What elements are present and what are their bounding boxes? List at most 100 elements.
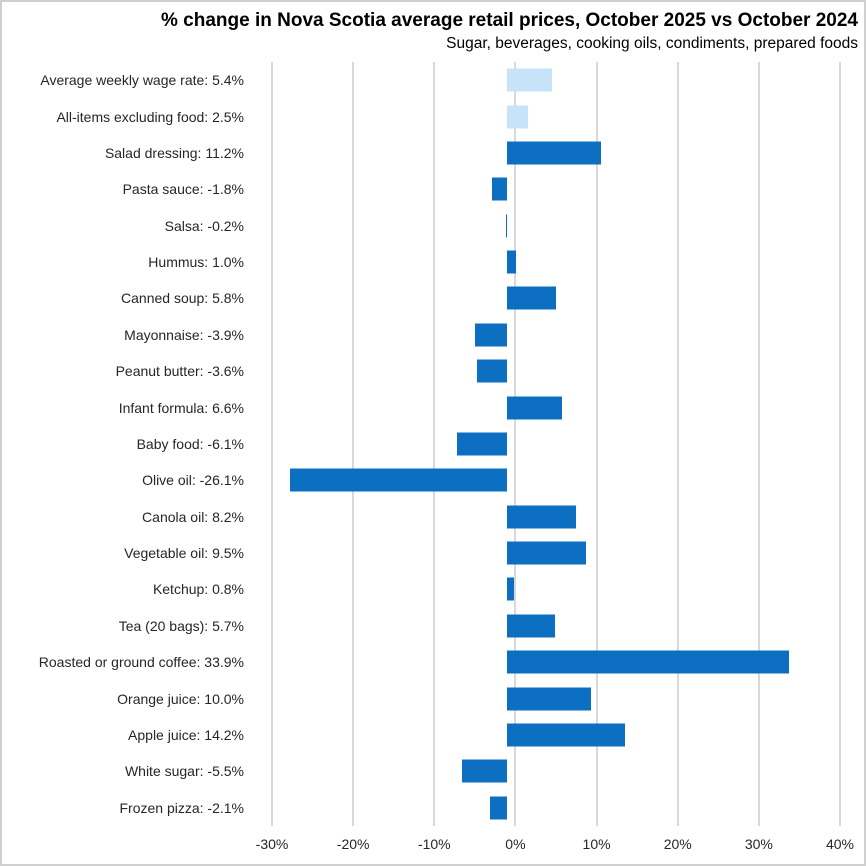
bar <box>507 141 601 165</box>
category-label: Mayonnaise: -3.9% <box>124 326 244 343</box>
x-axis-tick-label: 10% <box>582 836 611 852</box>
bar-zone <box>258 280 840 316</box>
bar-zone <box>258 462 840 498</box>
bar <box>475 323 508 347</box>
x-axis-tick-label: -10% <box>417 836 451 852</box>
category-label: Ketchup: 0.8% <box>152 581 244 598</box>
bar <box>507 650 790 674</box>
bar <box>505 214 508 238</box>
x-axis-tick-label: -30% <box>255 836 289 852</box>
bar-row: Orange juice: 10.0% <box>2 680 840 716</box>
x-axis: -30% -20% -10% 0% 10% 20% 30% 40% <box>256 834 854 856</box>
bar-row: White sugar: -5.5% <box>2 753 840 789</box>
bar-zone <box>258 499 840 535</box>
bar-row: Canned soup: 5.8% <box>2 280 840 316</box>
category-label: Infant formula: 6.6% <box>118 399 244 416</box>
x-axis-tick-label: 30% <box>744 836 773 852</box>
category-label: Tea (20 bags): 5.7% <box>118 617 244 634</box>
chart-header: % change in Nova Scotia average retail p… <box>62 10 858 53</box>
bar <box>507 250 516 274</box>
bar-zone <box>258 353 840 389</box>
category-label: Apple juice: 14.2% <box>128 726 244 743</box>
x-axis-tick-label: -20% <box>336 836 370 852</box>
bar-row: Hummus: 1.0% <box>2 244 840 280</box>
bar-zone <box>258 426 840 462</box>
gridline <box>595 62 598 826</box>
bar-row: Olive oil: -26.1% <box>2 462 840 498</box>
gridline <box>676 62 679 826</box>
bar-row: Infant formula: 6.6% <box>2 389 840 425</box>
bar <box>507 68 553 92</box>
bar-zone <box>258 680 840 716</box>
bar-row: Peanut butter: -3.6% <box>2 353 840 389</box>
bar <box>477 359 508 383</box>
bar-row: Tea (20 bags): 5.7% <box>2 608 840 644</box>
bar <box>507 105 529 129</box>
category-label: Average weekly wage rate: 5.4% <box>40 72 244 89</box>
bar <box>507 505 576 529</box>
chart-title: % change in Nova Scotia average retail p… <box>161 10 858 31</box>
bar <box>461 759 508 783</box>
category-label: Peanut butter: -3.6% <box>115 363 244 380</box>
bar-zone <box>258 753 840 789</box>
bar-row: Salad dressing: 11.2% <box>2 135 840 171</box>
category-label: Frozen pizza: -2.1% <box>119 799 245 816</box>
category-label: Olive oil: -26.1% <box>142 472 244 489</box>
category-label: Salad dressing: 11.2% <box>104 144 244 161</box>
gridline <box>352 62 355 826</box>
bar <box>507 541 587 565</box>
bar-zone <box>258 62 840 98</box>
bar <box>507 687 591 711</box>
bar-zone <box>258 171 840 207</box>
category-label: Orange juice: 10.0% <box>117 690 244 707</box>
bar-row: Mayonnaise: -3.9% <box>2 317 840 353</box>
category-label: White sugar: -5.5% <box>124 763 244 780</box>
bar <box>507 723 626 747</box>
bar-row: Baby food: -6.1% <box>2 426 840 462</box>
category-label: Baby food: -6.1% <box>136 435 244 452</box>
bar-row: Frozen pizza: -2.1% <box>2 790 840 826</box>
bar-row: Roasted or ground coffee: 33.9% <box>2 644 840 680</box>
bar-zone <box>258 389 840 425</box>
bar-zone <box>258 535 840 571</box>
bar-zone <box>258 244 840 280</box>
rows-layer: Average weekly wage rate: 5.4% All-items … <box>2 62 840 826</box>
category-label: Hummus: 1.0% <box>148 254 244 271</box>
bar <box>489 796 508 820</box>
bar <box>507 614 555 638</box>
gridline <box>839 62 841 826</box>
bar-zone <box>258 135 840 171</box>
bar-zone <box>258 644 840 680</box>
category-label: Vegetable oil: 9.5% <box>124 545 244 562</box>
chart-subtitle: Sugar, beverages, cooking oils, condimen… <box>446 34 858 52</box>
gridline-layer <box>271 62 841 826</box>
bar-row: Pasta sauce: -1.8% <box>2 171 840 207</box>
bar-zone <box>258 98 840 134</box>
gridline <box>757 62 760 826</box>
bar-zone <box>258 790 840 826</box>
bar <box>507 286 556 310</box>
category-label: Canned soup: 5.8% <box>121 290 244 307</box>
bar-row: Apple juice: 14.2% <box>2 717 840 753</box>
bar <box>507 577 515 601</box>
bar-row: All-items excluding food: 2.5% <box>2 98 840 134</box>
bar <box>507 396 563 420</box>
bar-row: Salsa: -0.2% <box>2 208 840 244</box>
category-label: Canola oil: 8.2% <box>142 508 244 525</box>
category-label: Roasted or ground coffee: 33.9% <box>38 654 244 671</box>
bar-row: Canola oil: 8.2% <box>2 499 840 535</box>
bar-row: Ketchup: 0.8% <box>2 571 840 607</box>
bar-row: Vegetable oil: 9.5% <box>2 535 840 571</box>
category-label: Salsa: -0.2% <box>164 217 244 234</box>
x-axis-tick-label: 20% <box>663 836 692 852</box>
bar-zone <box>258 208 840 244</box>
bar <box>492 177 508 201</box>
x-axis-tick-label: 0% <box>505 836 526 852</box>
category-label: Pasta sauce: -1.8% <box>122 181 244 198</box>
bar-zone <box>258 317 840 353</box>
gridline <box>514 62 517 826</box>
gridline <box>433 62 436 826</box>
bar <box>290 468 508 492</box>
x-axis-tick-label: 40% <box>825 836 855 852</box>
